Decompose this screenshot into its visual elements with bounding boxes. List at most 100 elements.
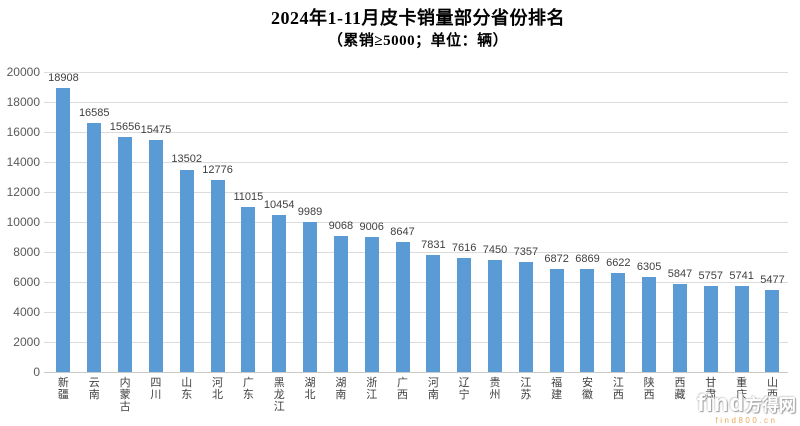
watermark-main: find方得网 — [697, 392, 796, 416]
x-axis: 新疆云南内蒙古四川山东河北广东黑龙江湖北湖南浙江广西河南辽宁贵州江苏福建安徽江西… — [48, 377, 788, 413]
category-label-char: 西 — [766, 389, 778, 401]
category-label: 黑龙江 — [264, 377, 295, 413]
bar — [56, 88, 71, 372]
category-label-char: 宁 — [458, 389, 470, 401]
category-label-char: 江 — [273, 401, 285, 413]
category-label-char: 安 — [581, 377, 593, 389]
category-label-char: 南 — [335, 389, 347, 401]
category-label: 四川 — [140, 377, 171, 413]
watermark-logo: find — [697, 390, 745, 417]
bar-value-label: 7831 — [421, 238, 446, 251]
category-label-char: 南 — [427, 389, 439, 401]
category-label: 重庆 — [726, 377, 757, 413]
category-label: 广东 — [233, 377, 264, 413]
watermark: find方得网 find800.cn — [697, 392, 796, 425]
bar-column: 6869 — [572, 72, 603, 372]
watermark-site: 方得网 — [745, 396, 796, 415]
bar-column: 10454 — [264, 72, 295, 372]
category-label: 新疆 — [48, 377, 79, 413]
bar-column: 5847 — [665, 72, 696, 372]
bar-value-label: 7357 — [513, 245, 539, 258]
bar-value-label: 5847 — [667, 268, 693, 281]
bar-column: 7831 — [418, 72, 449, 372]
bar-column: 15475 — [140, 72, 171, 372]
category-label-char: 庆 — [736, 389, 748, 401]
bar-value-label: 16585 — [78, 107, 110, 120]
bar — [488, 260, 502, 372]
bar-column: 8647 — [387, 72, 418, 372]
bar-value-label: 12776 — [202, 164, 233, 177]
category-label-char: 湖 — [304, 377, 316, 389]
gridline — [44, 101, 788, 103]
category-label-char: 陕 — [643, 377, 655, 389]
category-label: 贵州 — [480, 377, 511, 413]
y-tick-label: 20000 — [6, 65, 40, 79]
category-label-char: 广 — [397, 377, 409, 389]
category-label-char: 山 — [181, 377, 193, 389]
bar — [611, 272, 626, 372]
category-label-char: 浙 — [366, 377, 378, 389]
bar — [549, 268, 564, 372]
category-label: 安徽 — [572, 377, 603, 413]
gridline — [44, 251, 788, 253]
category-label-char: 东 — [181, 389, 193, 401]
bar-column: 6872 — [541, 72, 572, 372]
gridline — [44, 71, 788, 73]
bar-column: 13502 — [171, 72, 202, 372]
category-label-char: 古 — [119, 401, 131, 413]
bar-column: 18908 — [48, 72, 79, 372]
bar — [241, 206, 256, 372]
category-label-char: 北 — [304, 389, 316, 401]
bar-column: 6305 — [634, 72, 665, 372]
category-label: 西藏 — [665, 377, 696, 413]
gridline — [44, 221, 788, 223]
category-label: 江苏 — [510, 377, 541, 413]
bar-value-label: 7616 — [451, 241, 477, 254]
chart-title: 2024年1-11月皮卡销量部分省份排名 — [271, 8, 565, 28]
category-label-char: 龙 — [273, 389, 285, 401]
category-label-char: 江 — [366, 389, 378, 401]
category-label-char: 州 — [489, 389, 501, 401]
category-label-char: 河 — [212, 377, 224, 389]
bar-value-label: 6622 — [606, 256, 631, 269]
bar — [87, 123, 102, 372]
y-tick-label: 6000 — [13, 275, 40, 289]
bar — [642, 277, 657, 372]
bar-column: 9006 — [356, 72, 387, 372]
bar-column: 5741 — [726, 72, 757, 372]
bar-column: 7357 — [510, 72, 541, 372]
bar-column: 11015 — [233, 72, 264, 372]
category-label-char: 山 — [766, 377, 778, 389]
bar — [118, 137, 133, 372]
category-label: 河北 — [202, 377, 233, 413]
plot-area: 18908 16585 15656 15475 13502 12776 11015 10454… — [44, 71, 788, 373]
category-label-char: 西 — [643, 389, 655, 401]
bar — [272, 215, 287, 372]
gridline — [44, 191, 788, 193]
category-label-char: 湖 — [335, 377, 347, 389]
bar — [518, 261, 533, 372]
bar — [395, 242, 410, 372]
bar-column: 9068 — [325, 72, 356, 372]
gridline — [44, 281, 788, 283]
category-label-char: 四 — [150, 377, 162, 389]
bar — [303, 222, 318, 372]
category-label-char: 疆 — [57, 389, 69, 401]
category-label-char: 黑 — [273, 377, 285, 389]
bar-column: 9989 — [295, 72, 326, 372]
bar-value-label: 11015 — [233, 190, 264, 203]
bar-value-label: 13502 — [171, 153, 203, 166]
category-label-char: 藏 — [674, 389, 686, 401]
bar-column: 12776 — [202, 72, 233, 372]
category-label: 山东 — [171, 377, 202, 413]
category-label: 广西 — [387, 377, 418, 413]
category-label-char: 南 — [88, 389, 100, 401]
category-label-char: 苏 — [520, 389, 532, 401]
category-label: 江西 — [603, 377, 634, 413]
category-label-char: 北 — [212, 389, 224, 401]
bar — [765, 289, 780, 372]
category-label-char: 西 — [397, 389, 409, 401]
category-label: 河南 — [418, 377, 449, 413]
bar-column: 7450 — [480, 72, 511, 372]
category-label: 陕西 — [634, 377, 665, 413]
